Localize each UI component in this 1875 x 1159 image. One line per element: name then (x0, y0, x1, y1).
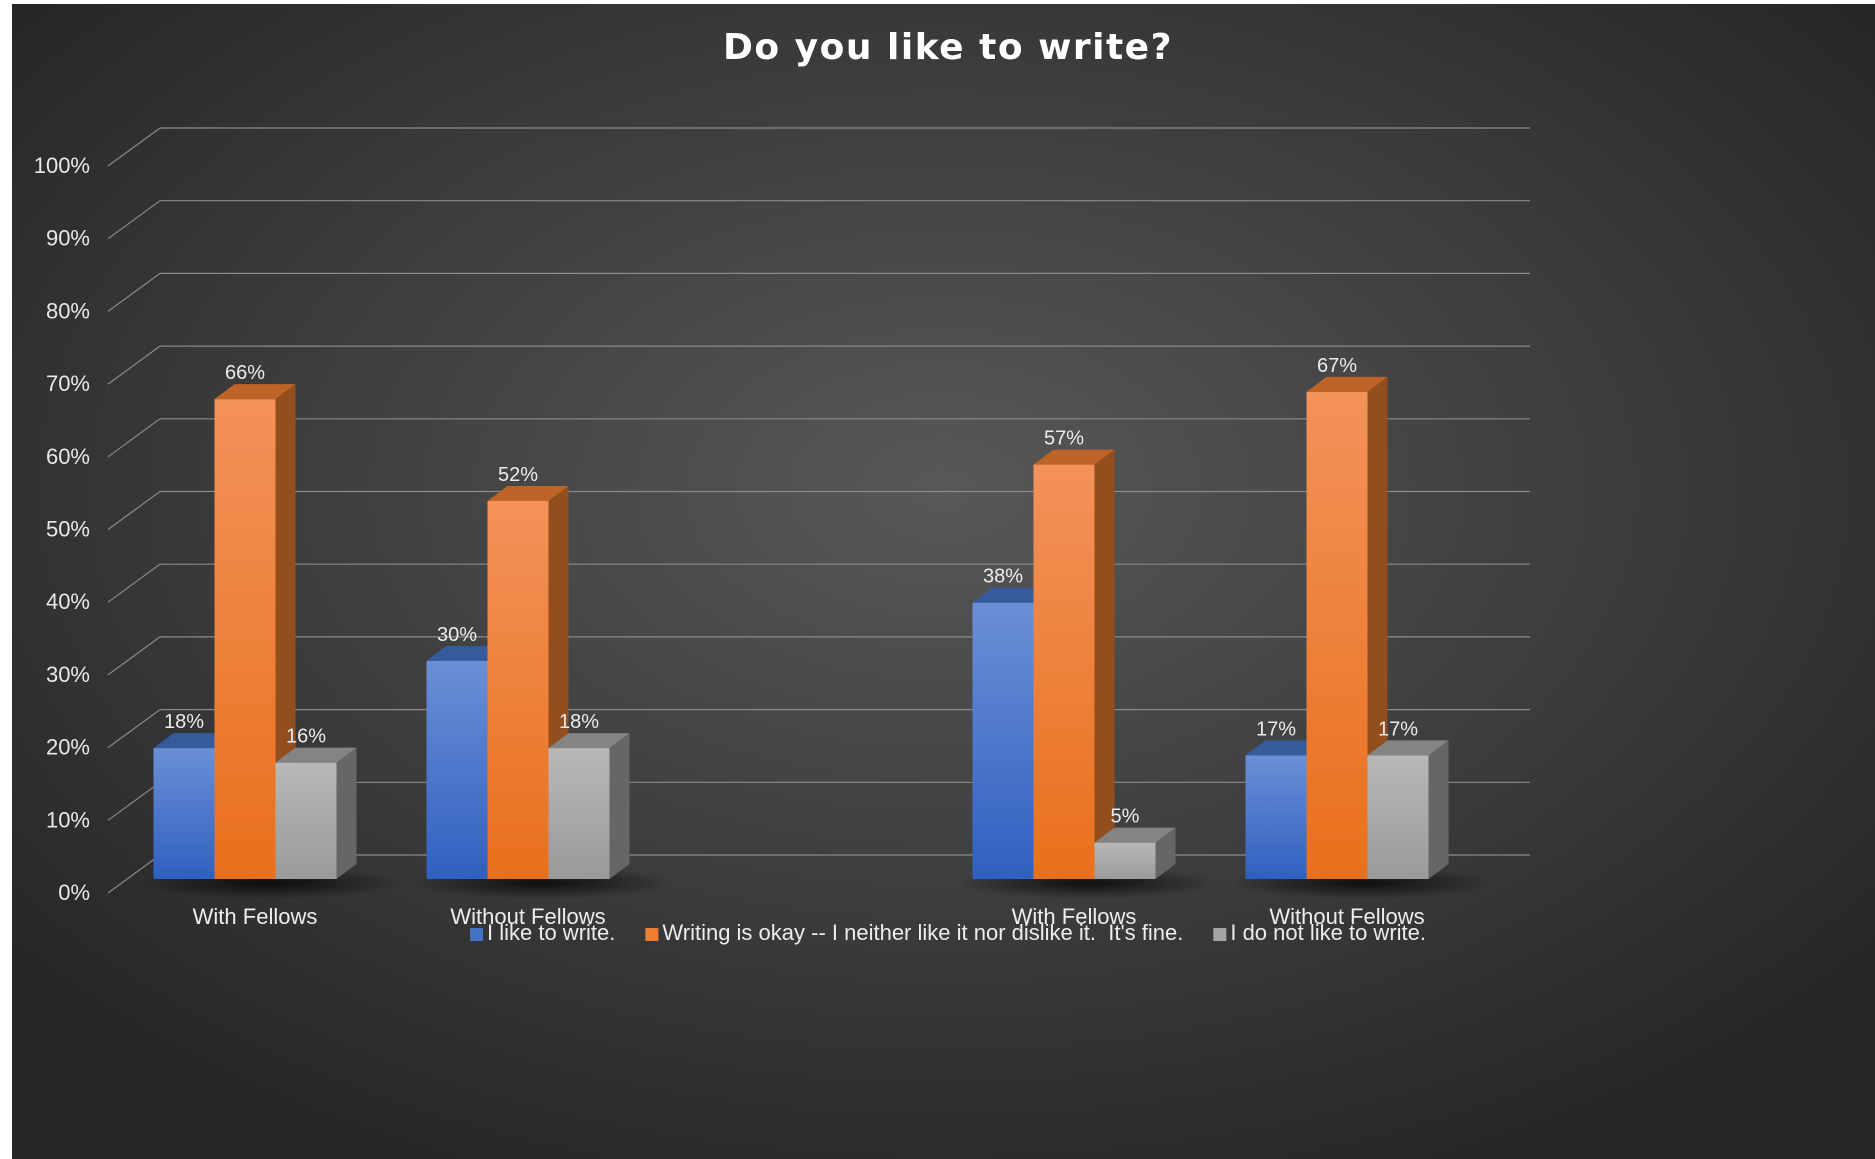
data-label: 18% (164, 711, 204, 733)
y-tick-label: 40% (46, 589, 90, 614)
x-category-label: Without Fellows (1269, 904, 1424, 929)
bar (275, 747, 357, 879)
bar (1033, 449, 1115, 879)
legend-swatch (645, 928, 659, 941)
data-label: 38% (983, 566, 1023, 588)
chart-title: Do you like to write? (723, 27, 1173, 68)
y-tick-label: 80% (46, 298, 90, 323)
gridline-depth (107, 272, 161, 312)
gridline-depth (107, 636, 161, 676)
y-tick-label: 100% (34, 153, 90, 178)
y-tick-label: 20% (46, 735, 90, 760)
chart-canvas: Do you like to write? 0% 10% 20% 30% 40% 50% 6… (12, 4, 1875, 1159)
legend-swatch (1213, 928, 1227, 941)
bars (153, 376, 1449, 879)
gridline-depth (107, 854, 161, 894)
y-axis: 0% 10% 20% 30% 40% 50% 60% 70% 80% 90% 100% (34, 153, 90, 905)
x-category-label: With Fellows (1012, 904, 1137, 929)
chart: Do you like to write? 0% 10% 20% 30% 40% 50% 6… (12, 4, 1875, 1159)
data-label: 17% (1256, 718, 1296, 740)
gridline-depth (107, 781, 161, 821)
legend: I like to write. Writing is okay -- I nei… (470, 920, 1426, 945)
legend-item: Writing is okay -- I neither like it nor… (645, 920, 1183, 945)
y-tick-label: 10% (46, 807, 90, 832)
gridline-depth (107, 563, 161, 603)
legend-label: I like to write. (487, 920, 615, 945)
y-tick-label: 50% (46, 517, 90, 542)
y-tick-label: 0% (58, 880, 90, 905)
gridline-depth (107, 200, 161, 240)
gridline-depth (107, 127, 161, 167)
x-category-label: With Fellows (193, 904, 318, 929)
data-label: 66% (225, 362, 265, 384)
data-label: 18% (559, 711, 599, 733)
data-label: 17% (1378, 718, 1418, 740)
gridline-depth (107, 418, 161, 458)
chart-background (12, 4, 1875, 1159)
y-tick-label: 70% (46, 371, 90, 396)
data-label: 52% (498, 464, 538, 486)
data-label: 5% (1111, 806, 1140, 828)
gridline-depth (107, 491, 161, 530)
gridlines (107, 127, 1530, 894)
data-label: 67% (1317, 355, 1357, 377)
y-tick-label: 90% (46, 226, 90, 251)
data-label: 30% (437, 624, 477, 646)
x-category-label: Without Fellows (450, 904, 605, 929)
x-axis: With Fellows Without Fellows With Fellows W… (193, 904, 1425, 929)
y-tick-label: 60% (46, 444, 90, 469)
bar (1367, 740, 1449, 879)
legend-item: I do not like to write. (1213, 920, 1426, 945)
gridline-depth (107, 709, 161, 749)
bar (548, 733, 630, 879)
legend-swatch (470, 928, 483, 941)
data-labels: 18% 66% 16% 30% 52% 18% 38% 57% 5% 17% 67% 17% (164, 355, 1418, 828)
y-tick-label: 30% (46, 662, 90, 687)
legend-item: I like to write. (470, 920, 615, 945)
legend-label: I do not like to write. (1230, 920, 1426, 945)
gridline-depth (107, 345, 161, 385)
data-label: 57% (1044, 428, 1084, 450)
legend-label: Writing is okay -- I neither like it nor… (662, 920, 1183, 945)
bar (1094, 827, 1176, 879)
data-label: 16% (286, 726, 326, 748)
